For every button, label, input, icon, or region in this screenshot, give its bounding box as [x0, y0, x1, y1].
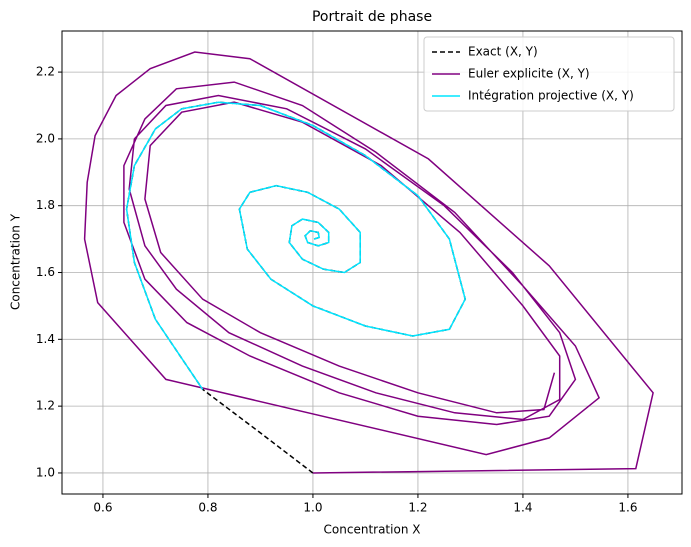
y-tick-label: 1.4 — [36, 332, 55, 346]
y-axis-label: Concentration Y — [9, 213, 23, 310]
x-tick-label: 1.4 — [513, 501, 532, 515]
legend-label: Euler explicite (X, Y) — [468, 67, 590, 81]
x-tick-label: 1.0 — [303, 501, 322, 515]
x-tick-label: 1.2 — [408, 501, 427, 515]
series-line — [125, 101, 466, 390]
legend-label: Exact (X, Y) — [468, 45, 538, 59]
legend-label: Intégration projective (X, Y) — [468, 89, 634, 103]
y-tick-label: 2.2 — [36, 65, 55, 79]
y-tick-label: 2.0 — [36, 131, 55, 145]
series-line — [83, 51, 654, 474]
x-tick-label: 0.8 — [198, 501, 217, 515]
legend-box — [423, 36, 675, 112]
y-tick-label: 1.2 — [36, 399, 55, 413]
chart-title: Portrait de phase — [312, 9, 432, 25]
plot-frame — [61, 30, 683, 495]
x-axis-label: Concentration X — [324, 523, 421, 537]
x-tick-label: 1.6 — [618, 501, 637, 515]
y-tick-label: 1.8 — [36, 198, 55, 212]
y-tick-label: 1.6 — [36, 265, 55, 279]
y-tick-label: 1.0 — [36, 465, 55, 479]
x-tick-label: 0.6 — [93, 501, 112, 515]
series-line — [125, 101, 466, 474]
